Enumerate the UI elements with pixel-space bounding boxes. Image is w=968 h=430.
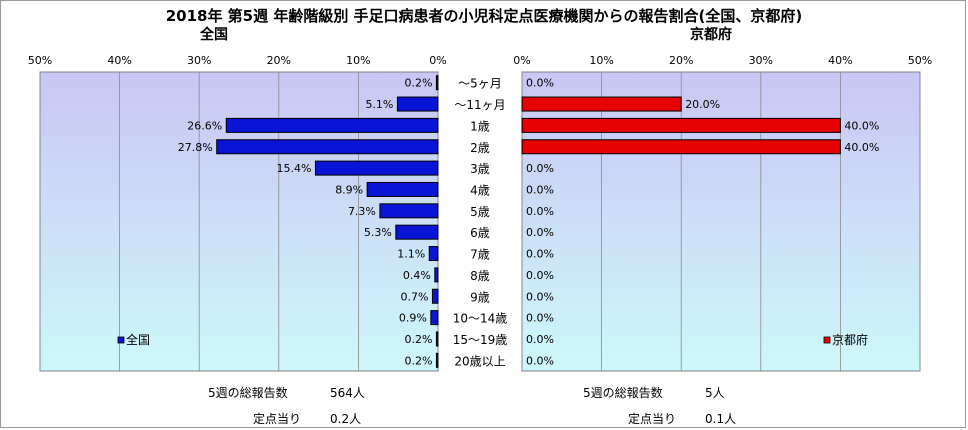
bar xyxy=(435,331,439,347)
left-per-label: 定点当り xyxy=(253,412,302,426)
bar xyxy=(435,352,439,368)
legend-marker xyxy=(823,336,831,344)
tick-label: 0% xyxy=(513,54,530,67)
data-label: 8.9% xyxy=(335,183,363,196)
chart-title: 2018年 第5週 年齢階級別 手足口病患者の小児科定点医療機関からの報告割合(… xyxy=(165,7,803,25)
category-label: 6歳 xyxy=(470,226,490,240)
data-label: 15.4% xyxy=(276,162,311,175)
category-label: 15～19歳 xyxy=(453,333,508,347)
tick-label: 40% xyxy=(828,54,852,67)
data-label: 7.3% xyxy=(348,205,376,218)
data-label: 40.0% xyxy=(844,141,879,154)
data-label: 0.0% xyxy=(526,312,554,325)
right-total-value: 5人 xyxy=(705,386,725,400)
bar xyxy=(216,139,439,155)
bar xyxy=(314,160,439,176)
bar xyxy=(379,203,439,219)
left-plot-area xyxy=(39,71,439,372)
data-label: 0.0% xyxy=(526,205,554,218)
bar xyxy=(428,246,439,262)
tick-label: 10% xyxy=(346,54,370,67)
left-total-label: 5週の総報告数 xyxy=(208,386,288,400)
right-subtitle: 京都府 xyxy=(690,27,732,43)
data-label: 5.1% xyxy=(365,98,393,111)
legend-marker xyxy=(117,336,125,344)
data-label: 0.0% xyxy=(526,77,554,90)
category-label: 20歳以上 xyxy=(454,354,505,368)
category-label: ～11ヶ月 xyxy=(454,98,505,112)
bar xyxy=(395,224,439,240)
category-label: 8歳 xyxy=(470,269,490,283)
data-label: 0.0% xyxy=(526,162,554,175)
data-label: 27.8% xyxy=(178,141,213,154)
left-total-value: 564人 xyxy=(330,386,365,400)
data-label: 20.0% xyxy=(685,98,720,111)
data-label: 0.2% xyxy=(404,333,432,346)
bar xyxy=(521,139,841,155)
bar xyxy=(431,288,439,304)
data-label: 0.7% xyxy=(400,290,428,303)
data-label: 40.0% xyxy=(844,119,879,132)
tick-label: 30% xyxy=(187,54,211,67)
data-label: 26.6% xyxy=(187,119,222,132)
tick-label: 20% xyxy=(669,54,693,67)
bar xyxy=(435,75,439,91)
right-per-label: 定点当り xyxy=(628,412,677,426)
data-label: 0.0% xyxy=(526,183,554,196)
bar xyxy=(366,181,439,197)
legend-label: 全国 xyxy=(126,332,150,347)
data-label: 0.0% xyxy=(526,333,554,346)
category-label: ～5ヶ月 xyxy=(458,77,502,91)
data-label: 0.9% xyxy=(399,312,427,325)
right-total-label: 5週の総報告数 xyxy=(583,386,663,400)
data-label: 5.3% xyxy=(364,226,392,239)
bar xyxy=(434,267,439,283)
data-label: 0.0% xyxy=(526,269,554,282)
data-label: 0.0% xyxy=(526,248,554,261)
category-label: 2歳 xyxy=(470,141,490,155)
data-label: 0.0% xyxy=(526,354,554,367)
bar xyxy=(396,96,439,112)
category-label: 7歳 xyxy=(470,248,490,262)
data-label: 1.1% xyxy=(397,248,425,261)
data-label: 0.0% xyxy=(526,226,554,239)
category-label: 3歳 xyxy=(470,162,490,176)
bar xyxy=(521,96,682,112)
tick-label: 50% xyxy=(908,54,932,67)
bar xyxy=(521,117,841,133)
tick-label: 10% xyxy=(589,54,613,67)
bar xyxy=(430,310,439,326)
tick-label: 20% xyxy=(267,54,291,67)
data-label: 0.4% xyxy=(403,269,431,282)
category-label: 10～14歳 xyxy=(453,312,508,326)
category-label: 4歳 xyxy=(470,183,490,197)
category-label: 9歳 xyxy=(470,290,490,304)
category-label: 5歳 xyxy=(470,205,490,219)
category-label: 1歳 xyxy=(470,119,490,133)
tick-label: 50% xyxy=(28,54,52,67)
tick-label: 30% xyxy=(749,54,773,67)
left-per-value: 0.2人 xyxy=(330,412,362,426)
right-per-value: 0.1人 xyxy=(705,412,737,426)
data-label: 0.2% xyxy=(404,354,432,367)
left-subtitle: 全国 xyxy=(200,27,228,43)
data-label: 0.0% xyxy=(526,290,554,303)
tick-label: 0% xyxy=(429,54,446,67)
bar xyxy=(225,117,439,133)
right-plot-area xyxy=(521,71,921,372)
legend-label: 京都府 xyxy=(832,332,868,347)
tick-label: 40% xyxy=(107,54,131,67)
data-label: 0.2% xyxy=(404,77,432,90)
